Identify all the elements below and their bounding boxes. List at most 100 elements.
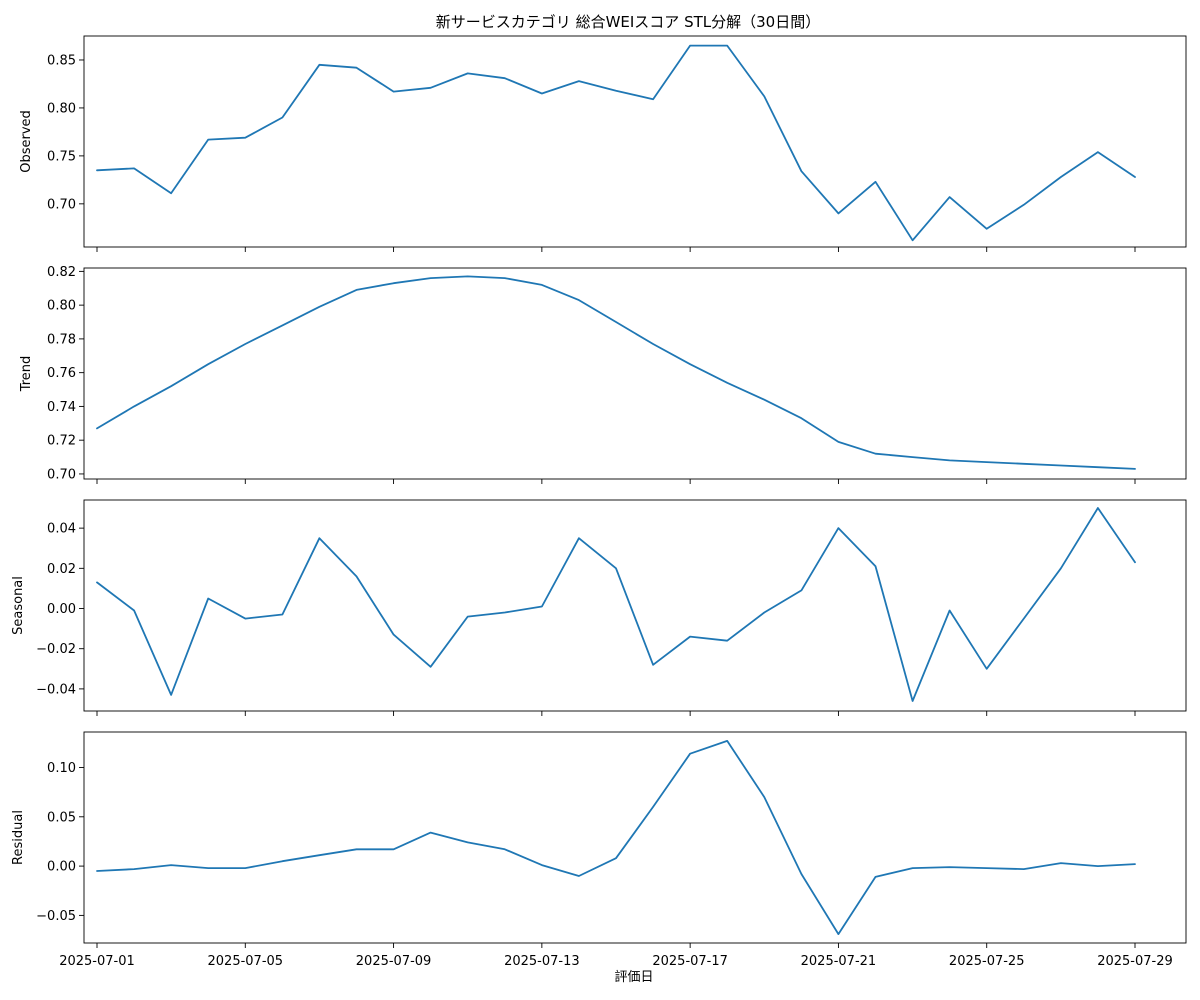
data-point [652,343,654,345]
data-point [244,343,246,345]
data-point [1134,561,1136,563]
data-point [281,613,283,615]
data-point [615,90,617,92]
panel-observed: 0.70 0.75 0.80 0.85 Observed [19,35,1187,252]
data-point [800,589,802,591]
data-point [170,385,172,387]
data-point [541,284,543,286]
data-point [689,753,691,755]
series-line-trend [96,275,1136,470]
y-tick-label: 0.70 [47,467,76,482]
data-point [652,806,654,808]
data-point [1097,151,1099,153]
data-point [392,848,394,850]
y-tick-label: 0.05 [47,810,76,825]
data-point [763,796,765,798]
data-point [504,277,506,279]
data-point [689,363,691,365]
data-point [541,92,543,94]
y-tick-label: −0.05 [36,909,76,924]
data-point [504,611,506,613]
data-point [726,640,728,642]
data-point [726,740,728,742]
data-point [244,867,246,869]
y-tick-label: 0.00 [47,860,76,875]
data-point [1097,507,1099,509]
y-tick-label: 0.72 [47,434,76,449]
data-point [355,289,357,291]
data-point [467,615,469,617]
data-point [763,611,765,613]
data-point [429,666,431,668]
data-point [578,537,580,539]
data-point [429,831,431,833]
panel-trend: 0.70 0.72 0.74 0.76 0.78 0.80 0.82 Trend [19,265,1187,484]
panel-frame [83,35,1187,248]
y-tick-label: 0.74 [47,400,76,415]
data-point [911,456,913,458]
data-point [429,87,431,89]
data-point [1023,868,1025,870]
data-point [170,864,172,866]
y-tick-label: 0.10 [47,761,76,776]
data-point [911,700,913,702]
data-point [207,867,209,869]
data-point [1060,176,1062,178]
data-point [911,239,913,241]
y-axis-label-residual: Residual [11,810,26,865]
data-point [763,95,765,97]
data-point [281,324,283,326]
panels-group: 0.70 0.75 0.80 0.85 Observed 0.70 0.72 0.74 0.76… [11,35,1187,969]
data-point [615,857,617,859]
data-point [800,170,802,172]
data-point [1023,204,1025,206]
data-point [1060,862,1062,864]
data-point [578,80,580,82]
data-point [133,609,135,611]
data-point [1134,863,1136,865]
data-point [837,212,839,214]
data-point [429,277,431,279]
data-point [467,72,469,74]
data-point [578,875,580,877]
x-tick-label: 2025-07-21 [801,954,877,969]
data-point [281,116,283,118]
y-axis-label-trend: Trend [19,356,34,393]
data-point [1134,176,1136,178]
data-point [800,873,802,875]
series-line-residual [96,740,1136,935]
data-point [874,876,876,878]
data-point [392,90,394,92]
data-point [874,181,876,183]
x-tick-label: 2025-07-25 [949,954,1025,969]
data-point [1023,617,1025,619]
panel-frame [83,499,1187,712]
y-tick-label: 0.04 [47,522,76,537]
data-point [133,868,135,870]
data-point [392,633,394,635]
data-point [911,867,913,869]
data-point [318,64,320,66]
chart-title: 新サービスカテゴリ 総合WEIスコア STL分解（30日間） [436,13,820,31]
panel-seasonal: −0.04 −0.02 0.00 0.02 0.04 Seasonal [11,499,1187,716]
data-point [244,137,246,139]
data-point [207,597,209,599]
data-point [800,417,802,419]
y-tick-label: −0.02 [36,642,76,657]
data-point [170,694,172,696]
y-tick-label: 0.80 [47,101,76,116]
data-point [541,605,543,607]
data-point [467,841,469,843]
data-point [96,581,98,583]
data-point [467,275,469,277]
data-point [318,306,320,308]
data-point [948,459,950,461]
panel-frame [83,731,1187,944]
data-point [355,575,357,577]
y-tick-label: 0.70 [47,197,76,212]
data-point [133,167,135,169]
data-point [986,228,988,230]
data-point [948,866,950,868]
data-point [1060,464,1062,466]
y-tick-label: 0.00 [47,602,76,617]
